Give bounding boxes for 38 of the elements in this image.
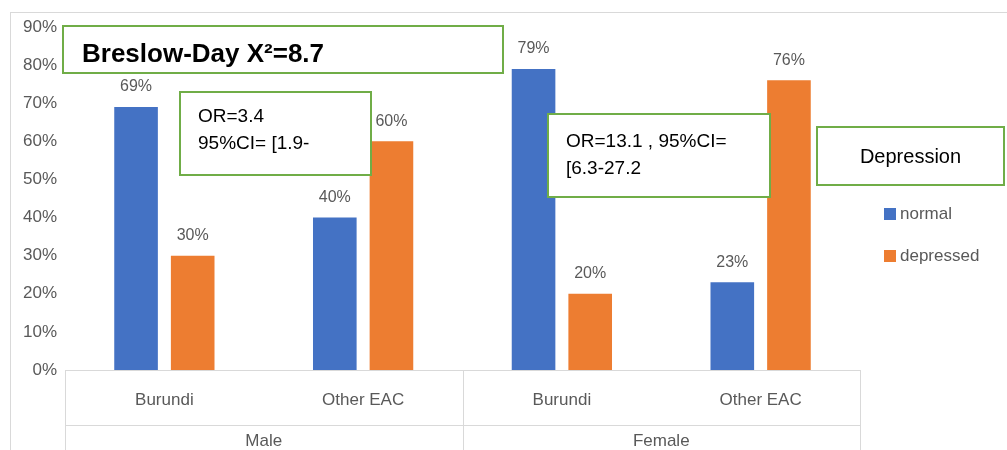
data-label: 60%: [375, 111, 408, 129]
bar: [369, 141, 414, 370]
y-tick-label: 90%: [22, 16, 57, 36]
bar: [511, 68, 556, 370]
bar: [114, 107, 158, 370]
note-box: Breslow-Day X²=8.7: [62, 25, 504, 74]
legend-heading-box: Depression: [816, 126, 1005, 186]
data-label: 30%: [176, 226, 209, 244]
data-label: 79%: [517, 39, 550, 57]
note-box: OR=13.1 , 95%CI= [6.3-27.2: [547, 113, 771, 198]
y-tick-label: 80%: [22, 54, 57, 74]
data-label: 40%: [318, 187, 351, 205]
y-tick-label: 40%: [22, 207, 57, 227]
y-tick-label: 20%: [22, 283, 57, 303]
legend-label: depressed: [900, 245, 980, 265]
data-label: 76%: [772, 50, 805, 68]
bar: [767, 80, 811, 370]
note-box: OR=3.4 95%CI= [1.9-: [179, 91, 372, 176]
y-tick-label: 50%: [22, 169, 57, 189]
y-tick-label: 10%: [22, 321, 57, 341]
data-label: 20%: [574, 264, 607, 282]
x-tick-label: Other EAC: [719, 389, 802, 409]
bar: [568, 293, 613, 370]
y-tick-label: 0%: [32, 359, 57, 379]
x-tick-label: Other EAC: [322, 389, 405, 409]
data-label: 23%: [716, 252, 749, 270]
y-tick-label: 30%: [22, 245, 57, 265]
text: Male: [245, 430, 283, 450]
bar: [313, 217, 357, 370]
legend-label: normal: [900, 203, 952, 223]
text: Female: [632, 430, 690, 450]
x-tick-label: Burundi: [135, 389, 194, 409]
x-tick-label: Burundi: [532, 389, 592, 409]
bar: [710, 282, 755, 370]
data-label: 69%: [120, 77, 153, 95]
bar: [170, 255, 215, 370]
y-tick-label: 60%: [22, 131, 57, 151]
y-tick-label: 70%: [22, 92, 57, 112]
